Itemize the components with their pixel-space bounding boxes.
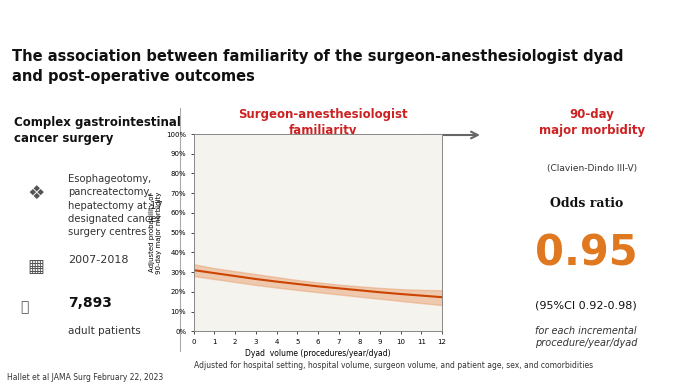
Text: Hallet et al JAMA Surg February 22, 2023: Hallet et al JAMA Surg February 22, 2023 (7, 373, 163, 382)
Text: ▦: ▦ (27, 258, 44, 276)
X-axis label: Dyad  volume (procedures/year/dyad): Dyad volume (procedures/year/dyad) (245, 349, 391, 358)
Text: ❖: ❖ (27, 184, 45, 203)
Y-axis label: Adjusted probability of
90-day major morbidity: Adjusted probability of 90-day major mor… (149, 192, 162, 274)
Text: The association between familiarity of the surgeon-anesthesiologist dyad
and pos: The association between familiarity of t… (12, 49, 624, 84)
Text: Esophageotomy,
pancreatectomy,
hepatectomy at 17
designated cancer
surgery centr: Esophageotomy, pancreatectomy, hepatecto… (68, 174, 163, 237)
Text: Odds ratio: Odds ratio (549, 197, 623, 210)
Text: (as dyad volume – procedures/year/dyad): (as dyad volume – procedures/year/dyad) (228, 164, 418, 173)
Text: adult patients: adult patients (68, 326, 141, 336)
Text: 👥: 👥 (20, 301, 29, 314)
Text: JAMA Surgery: JAMA Surgery (12, 16, 163, 35)
Text: 90-day
major morbidity: 90-day major morbidity (539, 108, 645, 137)
Text: Surgeon-anesthesiologist
familiarity: Surgeon-anesthesiologist familiarity (238, 108, 408, 137)
Text: Adjusted for hospital setting, hospital volume, surgeon volume, and patient age,: Adjusted for hospital setting, hospital … (194, 362, 593, 370)
Text: Complex gastrointestinal
cancer surgery: Complex gastrointestinal cancer surgery (14, 116, 180, 145)
Text: 0.95: 0.95 (535, 232, 637, 274)
FancyArrowPatch shape (421, 132, 477, 138)
Text: 7,893: 7,893 (68, 296, 112, 309)
Text: 2007-2018: 2007-2018 (68, 255, 129, 265)
Text: (95%CI 0.92-0.98): (95%CI 0.92-0.98) (535, 301, 637, 311)
Text: for each incremental
procedure/year/dyad: for each incremental procedure/year/dyad (535, 326, 637, 348)
Text: (Clavien-Dindo III-V): (Clavien-Dindo III-V) (547, 164, 636, 173)
